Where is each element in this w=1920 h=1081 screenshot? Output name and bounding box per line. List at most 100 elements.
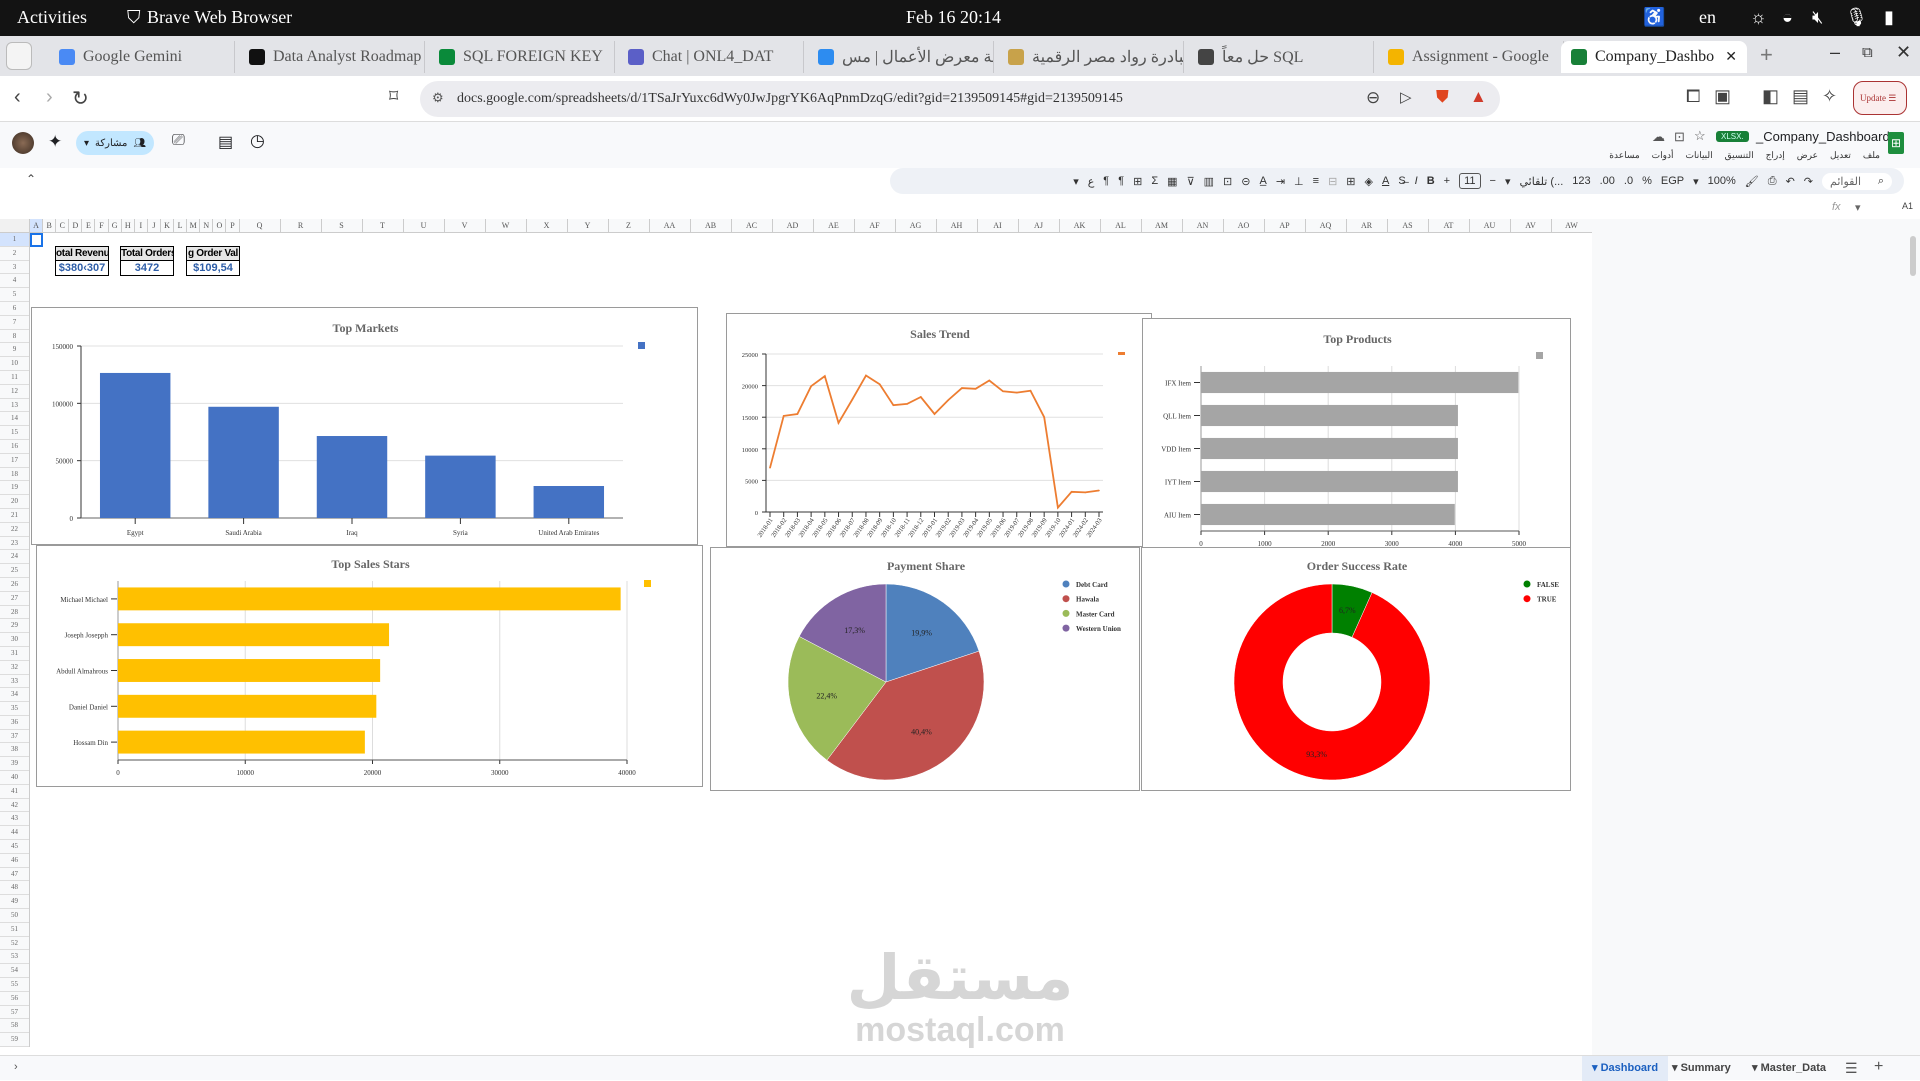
name-box[interactable]: A1 <box>1902 201 1914 211</box>
menu-item[interactable]: إدراج <box>1765 150 1785 160</box>
sidebar-icon[interactable]: ◧ <box>1762 86 1780 106</box>
row-header[interactable]: 48 <box>0 881 29 896</box>
font-selector[interactable]: تلقائي (... <box>1519 175 1564 188</box>
column-header[interactable]: AH <box>936 219 978 233</box>
column-header[interactable]: L <box>174 219 188 233</box>
chart-icon[interactable]: ▥ <box>1203 175 1215 188</box>
column-header[interactable]: S <box>321 219 363 233</box>
number-format-button[interactable]: 123 <box>1572 175 1591 187</box>
column-header[interactable]: AJ <box>1018 219 1060 233</box>
row-header[interactable]: 23 <box>0 537 29 551</box>
row-header[interactable]: 39 <box>0 757 29 772</box>
row-header[interactable]: 38 <box>0 743 29 758</box>
row-header[interactable]: 37 <box>0 730 29 744</box>
column-header[interactable]: X <box>526 219 568 233</box>
kpi-total-orders[interactable]: Total Orders 3472 <box>120 246 174 276</box>
browser-tab[interactable]: Company_Dashbo ✕ <box>1561 41 1747 73</box>
chart-sales-trend[interactable]: Sales Trend 0 5000 10000 15000 20000 25000 2018… <box>726 313 1152 547</box>
column-header[interactable]: AK <box>1059 219 1101 233</box>
row-header[interactable]: 14 <box>0 412 29 427</box>
column-header[interactable]: Q <box>239 219 281 233</box>
avatar[interactable] <box>12 132 34 154</box>
column-header[interactable]: H <box>121 219 135 233</box>
selected-cell-a1[interactable] <box>30 233 43 247</box>
column-header[interactable]: AB <box>690 219 732 233</box>
column-header[interactable]: W <box>485 219 527 233</box>
row-header[interactable]: 40 <box>0 771 29 785</box>
row-header[interactable]: 50 <box>0 909 29 923</box>
print-icon[interactable]: ⎙ <box>1767 174 1777 187</box>
row-header[interactable]: 4 <box>0 274 29 289</box>
collapse-menus-icon[interactable]: ⌃ <box>26 172 37 186</box>
row-header[interactable]: 1 <box>0 233 29 247</box>
row-header[interactable]: 2 <box>0 247 29 261</box>
bookmark-icon[interactable]: ⌑ <box>389 86 399 106</box>
row-header[interactable]: 55 <box>0 978 29 992</box>
horizontal-align-icon[interactable]: ≡ <box>1312 175 1320 187</box>
menu-item[interactable]: مساعدة <box>1609 150 1640 160</box>
row-header[interactable]: 13 <box>0 399 29 413</box>
leo-ai-icon[interactable]: ✧ <box>1822 86 1838 106</box>
version-history-icon[interactable]: ◷ <box>250 131 265 150</box>
activities-button[interactable]: Activities <box>17 7 87 27</box>
extensions-icon[interactable]: ⧠ <box>1686 86 1701 106</box>
insert-column-icon[interactable]: ⊞ <box>1133 175 1143 188</box>
row-header[interactable]: 21 <box>0 509 29 523</box>
filter-icon[interactable]: ⊽ <box>1186 175 1195 188</box>
volume-muted-icon[interactable]: 🔇︎ <box>1812 7 1824 27</box>
browser-tab[interactable]: Data Analyst Roadmap <box>239 41 425 73</box>
sheets-logo-icon[interactable]: ⊞ <box>1888 132 1904 154</box>
name-box-dropdown[interactable]: ▾ <box>1855 202 1861 214</box>
menu-item[interactable]: تعديل <box>1829 150 1851 160</box>
row-header[interactable]: 20 <box>0 495 29 509</box>
vertical-align-icon[interactable]: ⊥ <box>1294 175 1304 188</box>
chart-top-products[interactable]: Top Products 0 1000 2000 3000 4000 5000 IFX Ite… <box>1142 318 1571 549</box>
sheet-tab[interactable]: ▾ Summary <box>1662 1056 1741 1081</box>
table-icon[interactable]: ▦ <box>1167 175 1178 188</box>
chart-top-sales-stars[interactable]: Top Sales Stars 0 10000 20000 30000 40000 Mich… <box>36 545 703 787</box>
column-header[interactable]: AW <box>1551 219 1593 233</box>
cloud-status-icon[interactable]: ☁ <box>1652 129 1665 144</box>
reader-icon[interactable]: ▣ <box>1714 86 1732 106</box>
column-header[interactable]: Y <box>567 219 609 233</box>
row-header[interactable]: 45 <box>0 840 29 854</box>
decrease-decimal-button[interactable]: .0 <box>1623 175 1634 187</box>
column-header[interactable]: I <box>134 219 148 233</box>
column-header[interactable]: V <box>444 219 486 233</box>
increase-decimal-button[interactable]: .00 <box>1599 175 1615 187</box>
row-header[interactable]: 59 <box>0 1033 29 1048</box>
column-header[interactable]: N <box>200 219 214 233</box>
share-dropdown-icon[interactable]: ▾ <box>84 137 90 149</box>
percent-format-button[interactable]: % <box>1642 175 1652 187</box>
sidebar-toggle-button[interactable] <box>6 42 32 70</box>
browser-tab[interactable]: حل معاً SQL <box>1188 41 1374 73</box>
row-header[interactable]: 43 <box>0 812 29 827</box>
column-header[interactable]: K <box>160 219 175 233</box>
column-header[interactable]: P <box>226 219 240 233</box>
update-menu-button[interactable]: Update ☰ <box>1853 81 1907 115</box>
column-header[interactable]: AD <box>772 219 814 233</box>
increase-font-size-icon[interactable]: + <box>1443 175 1451 187</box>
sheet-tab[interactable]: ▾ Dashboard <box>1582 1056 1669 1081</box>
column-header[interactable]: AO <box>1223 219 1265 233</box>
row-header[interactable]: 51 <box>0 923 29 937</box>
accessibility-icon[interactable]: ♿ <box>1643 7 1666 27</box>
menu-item[interactable]: التنسيق <box>1724 150 1754 160</box>
send-icon[interactable]: ▷ <box>1400 90 1412 106</box>
column-header[interactable]: AL <box>1100 219 1142 233</box>
row-header[interactable]: 24 <box>0 550 29 565</box>
all-sheets-icon[interactable]: ☰ <box>1845 1060 1858 1076</box>
row-header[interactable]: 42 <box>0 799 29 813</box>
comments-icon[interactable]: ▤ <box>218 134 234 151</box>
column-header[interactable]: AS <box>1387 219 1429 233</box>
chart-top-markets[interactable]: Top Markets 0 50000 100000 150000 Egypt Saudi … <box>31 307 698 545</box>
vertical-scrollbar[interactable] <box>1910 236 1916 276</box>
new-tab-button[interactable]: + <box>1760 42 1773 67</box>
row-header[interactable]: 8 <box>0 330 29 344</box>
text-direction-rtl-icon[interactable]: ¶ <box>1103 175 1110 187</box>
row-header[interactable]: 17 <box>0 454 29 468</box>
column-header[interactable]: AQ <box>1305 219 1347 233</box>
sheet-tab[interactable]: ▾ Master_Data <box>1742 1056 1836 1081</box>
minimize-button[interactable]: – <box>1830 42 1841 62</box>
sheet-tab-menu-icon[interactable]: ▾ <box>1752 1062 1758 1074</box>
